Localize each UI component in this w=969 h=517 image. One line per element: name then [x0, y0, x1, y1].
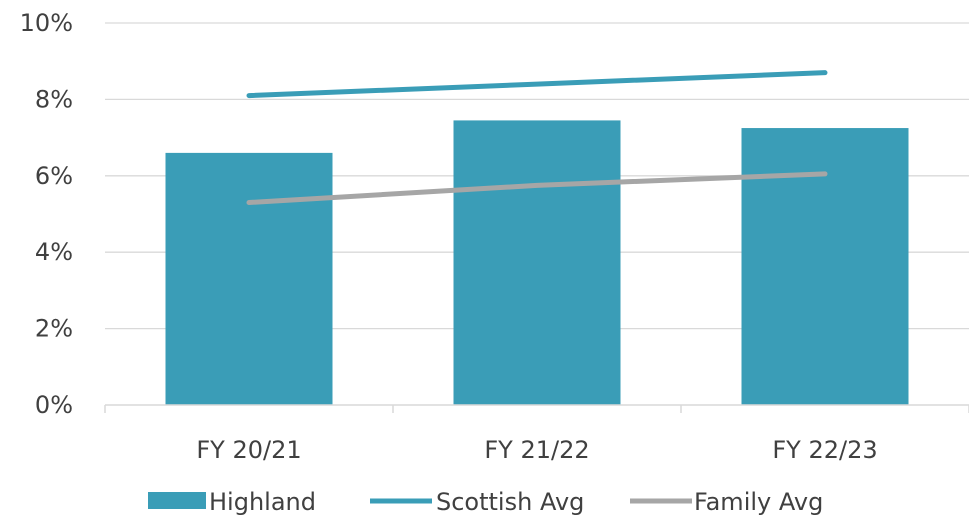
legend-swatch [148, 492, 206, 509]
series-line [246, 171, 828, 206]
bar-series-highland [165, 120, 909, 406]
line-series [246, 70, 828, 206]
legend-label: Highland [209, 488, 316, 516]
legend-label: Family Avg [694, 488, 823, 516]
legend-label: Scottish Avg [436, 488, 584, 516]
x-tick-label: FY 22/23 [772, 436, 877, 464]
x-tick-label: FY 20/21 [196, 436, 301, 464]
bar [741, 128, 909, 406]
y-tick-label: 4% [35, 238, 73, 266]
y-tick-label: 6% [35, 162, 73, 190]
y-axis-tick-labels: 0% 2% 4% 6% 8% 10% [20, 9, 73, 419]
series-line [246, 70, 828, 99]
y-tick-label: 8% [35, 85, 73, 113]
legend: Highland Scottish Avg Family Avg [148, 488, 823, 516]
y-tick-label: 10% [20, 9, 73, 37]
bar [453, 120, 621, 405]
x-tick-label: FY 21/22 [484, 436, 589, 464]
y-tick-label: 2% [35, 315, 73, 343]
x-axis-tick-labels: FY 20/21 FY 21/22 FY 22/23 [196, 436, 877, 464]
y-tick-label: 0% [35, 391, 73, 419]
axes [104, 404, 969, 413]
bar [165, 152, 333, 405]
